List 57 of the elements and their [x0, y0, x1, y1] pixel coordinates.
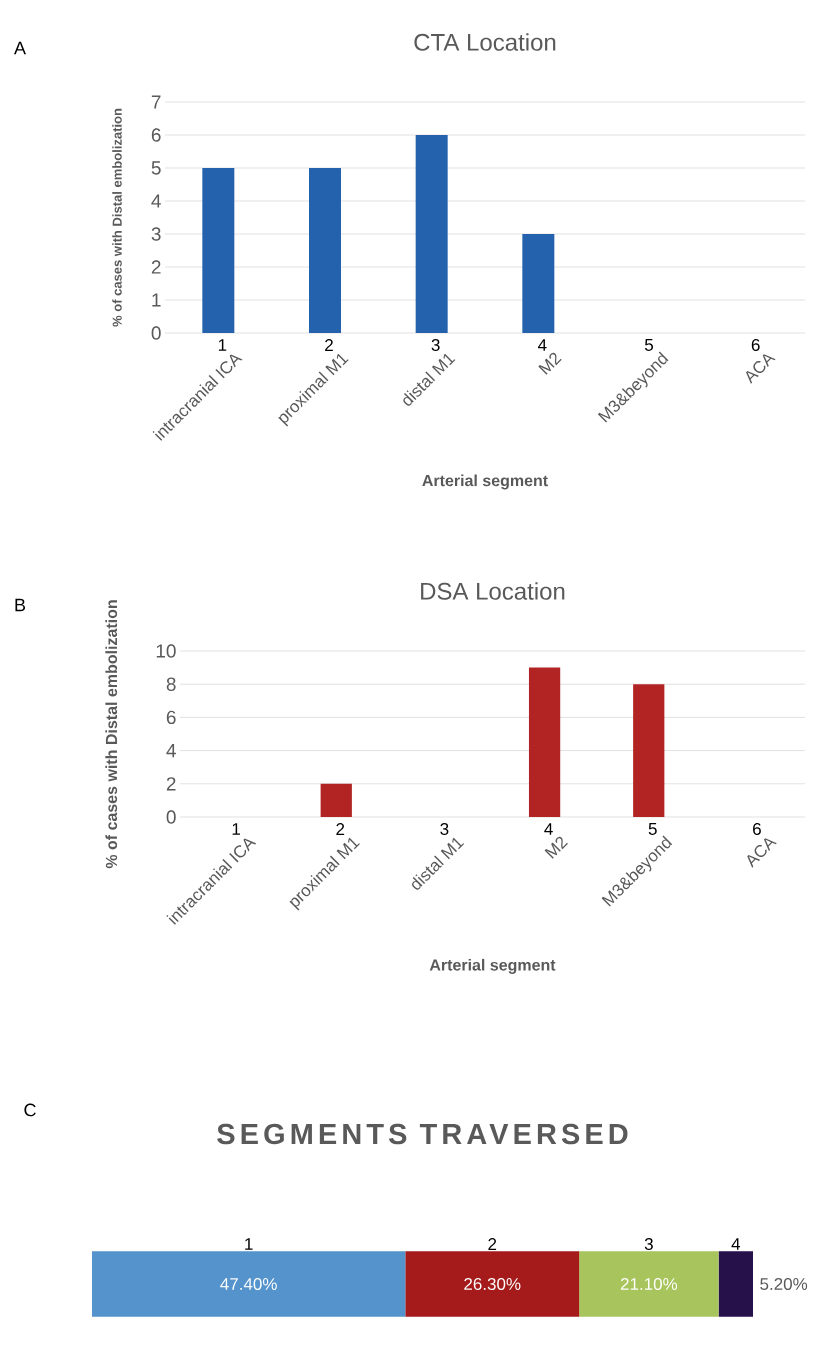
text: 2	[488, 1238, 497, 1250]
y-axis-title: % of cases with Distal embolization	[105, 600, 118, 869]
y-tick-label: 2	[151, 260, 161, 274]
bar	[202, 167, 235, 333]
text: 5	[644, 339, 654, 351]
y-tick-label: 3	[151, 227, 161, 241]
bar	[718, 1251, 754, 1317]
text: 1	[245, 1238, 253, 1250]
data-label: 26.30%	[464, 1277, 521, 1291]
y-tick-label: 0	[166, 810, 176, 824]
y-tick-label: 10	[156, 644, 176, 658]
y-tick-label: 4	[151, 194, 161, 208]
text: 6	[753, 822, 761, 836]
text: 2	[336, 823, 345, 835]
text: 4	[538, 339, 547, 351]
data-label: 5.20%	[760, 1277, 808, 1291]
text: C	[24, 1103, 36, 1117]
bar	[522, 233, 555, 333]
bar	[309, 167, 341, 333]
text: 4	[731, 1238, 741, 1250]
y-tick-label: 0	[151, 326, 161, 340]
bar	[405, 1251, 580, 1317]
text: 3	[644, 1237, 653, 1251]
x-axis-title: Arterial segment	[422, 474, 548, 490]
text: B	[15, 598, 26, 612]
y-tick-label: 6	[166, 710, 176, 725]
text: 1	[218, 339, 227, 351]
bar	[579, 1251, 719, 1317]
bar	[633, 684, 665, 817]
y-tick-label: 4	[166, 744, 176, 758]
y-tick-label: 7	[151, 95, 161, 109]
text: A	[14, 41, 26, 55]
text: 2	[325, 339, 333, 351]
x-tick-label: M2	[544, 836, 568, 859]
text: 4	[544, 823, 553, 835]
chart-title: CTA Location	[414, 33, 556, 51]
chart-title: DSA Location	[421, 582, 565, 600]
bar	[415, 135, 448, 333]
x-axis-title: Arterial segment	[429, 958, 556, 974]
bar	[320, 783, 352, 817]
data-label: 47.40%	[220, 1277, 277, 1291]
text: 3	[440, 822, 449, 836]
y-tick-label: 8	[166, 677, 176, 691]
y-tick-label: 5	[151, 161, 161, 175]
x-tick-label: M2	[538, 352, 562, 375]
text: 3	[431, 338, 440, 352]
y-axis-title: % of cases with Distal embolization	[112, 108, 122, 327]
chart-title: SEGMENTS TRAVERSED	[217, 1123, 628, 1145]
text: 6	[751, 338, 760, 352]
y-tick-label: 6	[151, 128, 161, 142]
y-tick-label: 1	[152, 293, 161, 307]
y-tick-label: 2	[166, 777, 176, 791]
bar	[528, 667, 561, 817]
bar	[92, 1251, 406, 1317]
text: 1	[232, 823, 240, 835]
data-label: 21.10%	[620, 1277, 678, 1291]
text: 5	[648, 823, 657, 835]
